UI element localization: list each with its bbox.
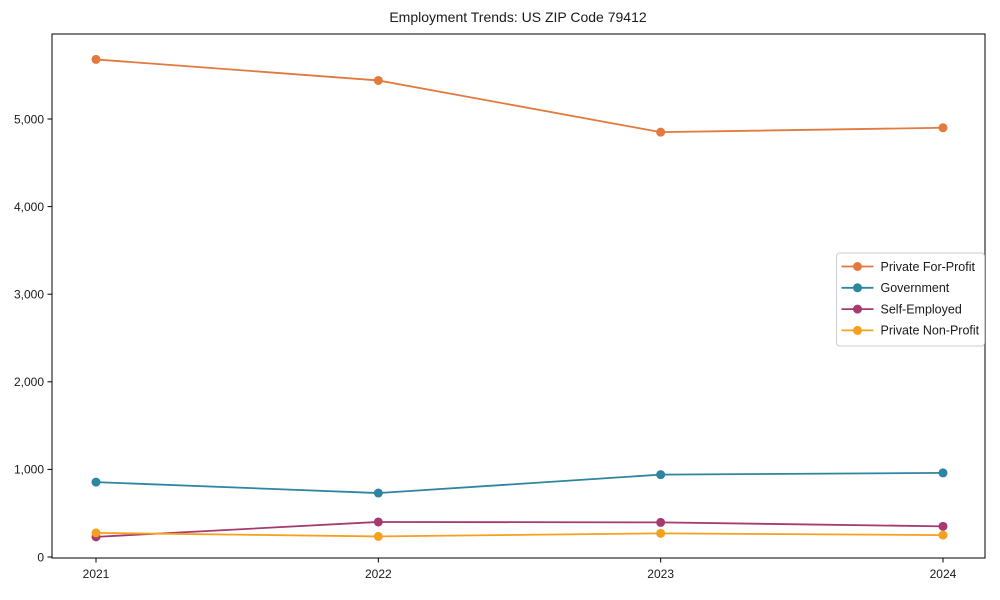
legend-label: Private Non-Profit [881,324,980,338]
data-point [91,477,101,487]
x-tick-label: 2024 [930,567,957,581]
series-line [95,472,943,494]
data-point [91,528,101,538]
data-point [373,75,383,85]
legend-entry: Government [841,281,950,295]
legend-marker [853,325,862,335]
series-private-for-profit [91,54,948,137]
series-line [95,532,943,538]
data-point [938,468,948,478]
chart-title: Employment Trends: US ZIP Code 79412 [389,9,647,25]
data-point [656,470,666,480]
legend-label: Private For-Profit [881,260,976,274]
x-tick-label: 2023 [647,567,674,581]
y-tick-label: 4,000 [14,200,44,214]
data-point [373,531,383,541]
y-tick-label: 0 [37,550,44,564]
data-point [938,123,948,133]
legend-marker [853,262,862,271]
data-point [938,530,948,540]
legend-marker [853,304,862,314]
data-point [373,517,383,527]
y-tick-label: 3,000 [14,288,44,302]
data-point [656,528,666,538]
series-line [95,521,944,538]
y-tick-label: 2,000 [14,375,44,389]
y-axis: 0 1,000 2,000 3,000 4,000 5,000 [14,112,52,564]
data-point [373,488,383,498]
data-point [91,54,101,64]
series-private-non-profit [91,528,948,541]
legend: Private For-Profit Government Self-Employe… [836,252,985,347]
x-tick-label: 2021 [83,567,110,581]
x-tick-label: 2022 [365,567,392,581]
legend-marker [853,283,862,293]
legend-box [836,252,985,347]
legend-entry: Self-Employed [841,302,962,316]
series-line [95,58,944,134]
legend-label: Self-Employed [881,302,962,316]
data-point [656,517,666,527]
y-tick-label: 1,000 [14,463,44,477]
y-tick-label: 5,000 [14,112,44,126]
legend-entry: Private Non-Profit [841,324,980,338]
data-point [656,127,666,137]
legend-label: Government [881,281,950,295]
x-axis: 2021 2022 2023 2024 [83,558,957,581]
series-government [91,468,948,498]
data-point [938,521,948,531]
legend-entry: Private For-Profit [841,260,976,274]
series-self-employed [91,517,948,542]
